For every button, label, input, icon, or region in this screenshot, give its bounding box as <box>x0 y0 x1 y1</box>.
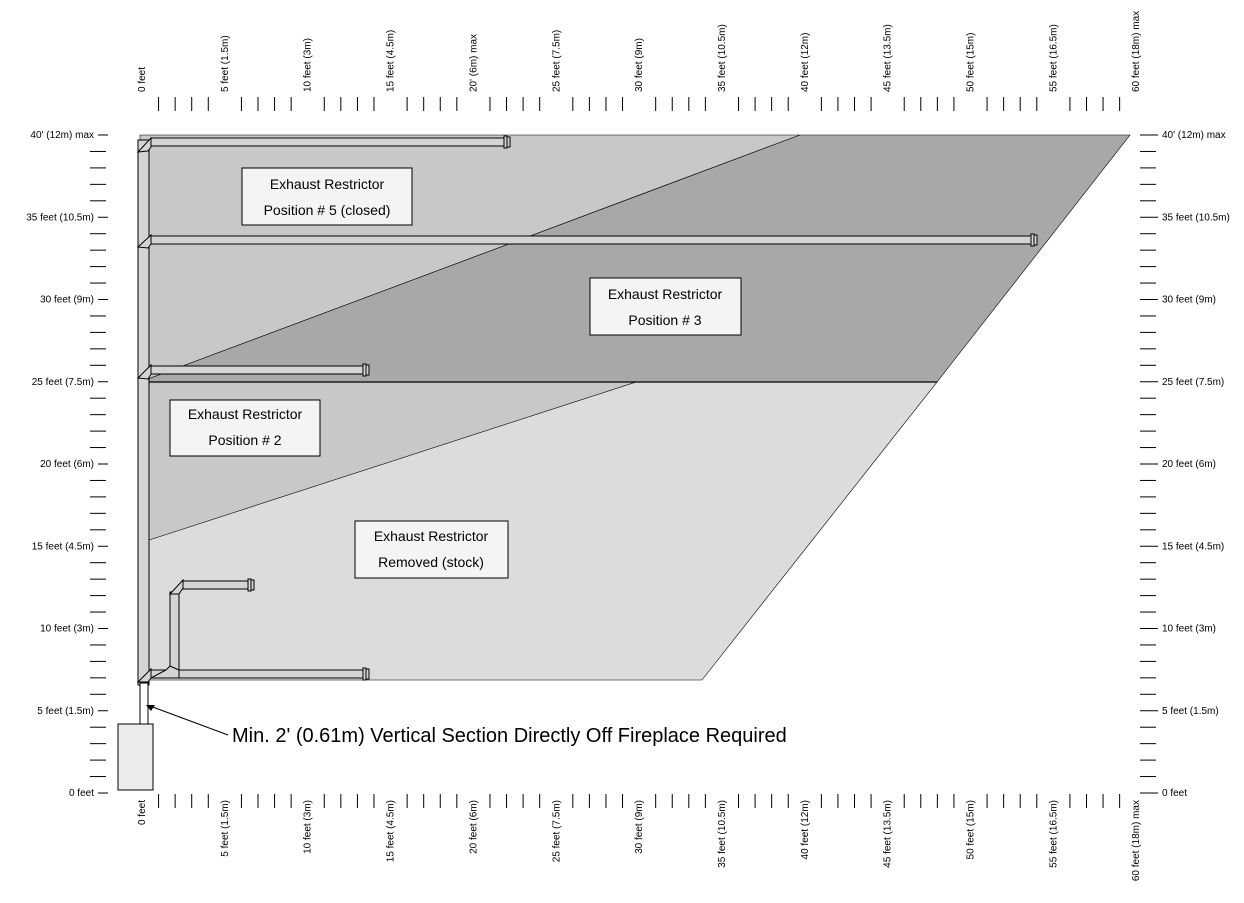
left-axis-label: 35 feet (10.5m) <box>26 212 94 223</box>
right-axis-label: 5 feet (1.5m) <box>1162 706 1219 717</box>
top-axis-label: 40 feet (12m) <box>800 33 811 92</box>
right-axis-label: 35 feet (10.5m) <box>1162 212 1230 223</box>
vertical-pipe-section <box>139 682 149 727</box>
label-box-position-2 <box>169 399 321 457</box>
top-axis-label: 10 feet (3m) <box>303 38 314 92</box>
label-box-position-5 <box>241 167 413 226</box>
label-position-3-line1: Exhaust Restrictor <box>608 286 723 302</box>
left-axis-label: 25 feet (7.5m) <box>32 377 94 388</box>
axis-layer: 0 feet 5 feet (1.5m) 10 feet (3m) 15 feet (… <box>26 11 1230 881</box>
label-box-removed <box>354 520 509 579</box>
label-position-3-line2: Position # 3 <box>628 312 701 328</box>
bottom-axis-label: 20 feet (6m) <box>468 800 479 854</box>
bottom-axis-label: 45 feet (13.5m) <box>883 800 894 868</box>
bottom-axis-label: 25 feet (7.5m) <box>551 800 562 862</box>
offset-riser-pipe <box>169 591 180 673</box>
top-axis-label: 20' (6m) max <box>468 34 479 92</box>
left-axis-label: 0 feet <box>69 788 94 799</box>
label-position-2-line1: Exhaust Restrictor <box>188 406 303 422</box>
horizontal-pipe-middle <box>150 365 365 375</box>
bottom-axis-label: 0 feet <box>137 800 148 825</box>
right-axis-label: 30 feet (9m) <box>1162 295 1216 306</box>
bottom-axis-label: 30 feet (9m) <box>634 800 645 854</box>
top-axis-label: 5 feet (1.5m) <box>220 35 231 92</box>
right-axis-label: 10 feet (3m) <box>1162 624 1216 635</box>
bottom-axis-label: 5 feet (1.5m) <box>220 800 231 857</box>
vertical-pipe <box>137 139 150 686</box>
horizontal-pipe-upper <box>150 235 1033 245</box>
right-axis-label: 0 feet <box>1162 788 1187 799</box>
left-axis-label: 10 feet (3m) <box>40 624 94 635</box>
top-axis-label: 15 feet (4.5m) <box>386 30 397 92</box>
top-axis-label: 60 feet (18m) max <box>1131 11 1142 92</box>
left-axis-label: 5 feet (1.5m) <box>37 706 94 717</box>
left-axis-label: 40' (12m) max <box>30 130 94 141</box>
top-axis-label: 45 feet (13.5m) <box>883 24 894 92</box>
horizontal-pipe-top <box>150 137 506 147</box>
bottom-axis-label: 50 feet (15m) <box>966 800 977 859</box>
bottom-axis-label: 10 feet (3m) <box>303 800 314 854</box>
label-box-position-3 <box>589 277 742 336</box>
label-position-2-line2: Position # 2 <box>208 432 281 448</box>
top-axis-label: 50 feet (15m) <box>966 33 977 92</box>
top-axis-label: 35 feet (10.5m) <box>717 24 728 92</box>
label-position-5-line1: Exhaust Restrictor <box>270 176 385 192</box>
left-axis-label: 15 feet (4.5m) <box>32 541 94 552</box>
left-axis-label: 20 feet (6m) <box>40 459 94 470</box>
label-removed-line2: Removed (stock) <box>378 554 484 570</box>
bottom-axis-label: 40 feet (12m) <box>800 800 811 859</box>
label-position-5-line2: Position # 5 (closed) <box>264 202 391 218</box>
right-axis-label: 15 feet (4.5m) <box>1162 541 1224 552</box>
bottom-axis-label: 15 feet (4.5m) <box>386 800 397 862</box>
bottom-axis-label: 55 feet (16.5m) <box>1048 800 1059 868</box>
vertical-section-note: Min. 2' (0.61m) Vertical Section Directl… <box>232 725 787 747</box>
right-axis-label: 20 feet (6m) <box>1162 459 1216 470</box>
horizontal-pipe-bottom <box>150 669 365 679</box>
right-axis-label: 25 feet (7.5m) <box>1162 377 1224 388</box>
bottom-axis-label: 60 feet (18m) max <box>1131 800 1142 881</box>
bottom-axis-label: 35 feet (10.5m) <box>717 800 728 868</box>
right-axis-label: 40' (12m) max <box>1162 130 1226 141</box>
left-axis-label: 30 feet (9m) <box>40 295 94 306</box>
top-axis-label: 0 feet <box>137 67 148 92</box>
fireplace-unit <box>117 723 154 791</box>
label-removed-line1: Exhaust Restrictor <box>374 528 489 544</box>
top-axis-label: 55 feet (16.5m) <box>1048 24 1059 92</box>
top-axis-label: 25 feet (7.5m) <box>551 30 562 92</box>
top-axis-label: 30 feet (9m) <box>634 38 645 92</box>
